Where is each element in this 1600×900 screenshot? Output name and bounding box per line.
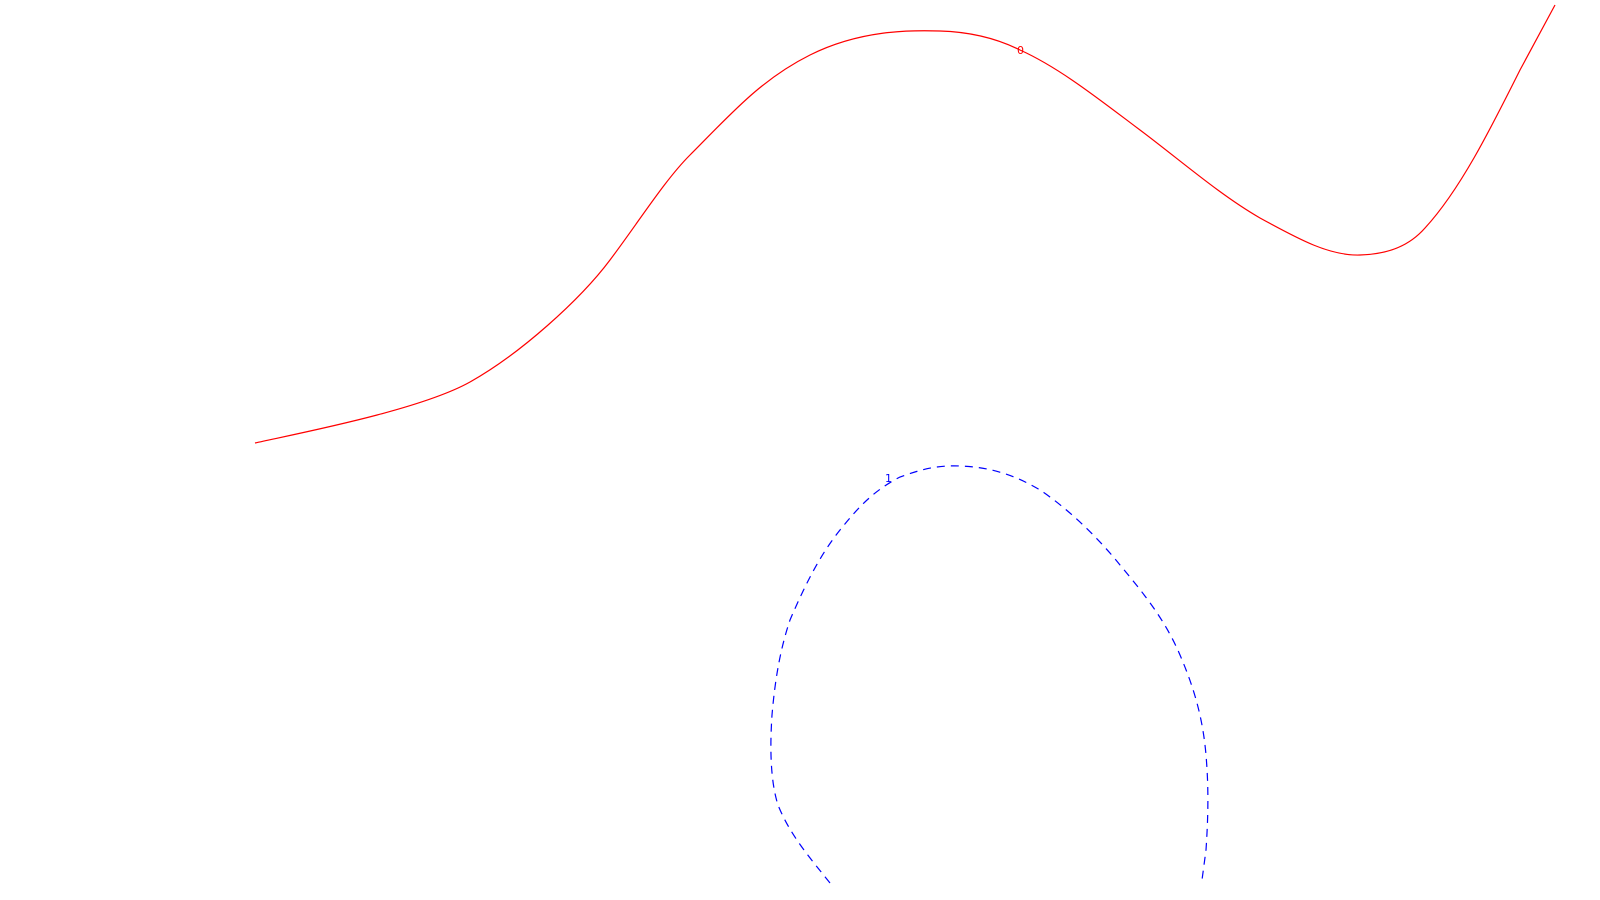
- contour-line-1: [770, 465, 1209, 884]
- contour-label-1: 1: [885, 472, 892, 485]
- contour-line-0: [254, 4, 1556, 444]
- contour-label-0: 0: [1017, 44, 1024, 57]
